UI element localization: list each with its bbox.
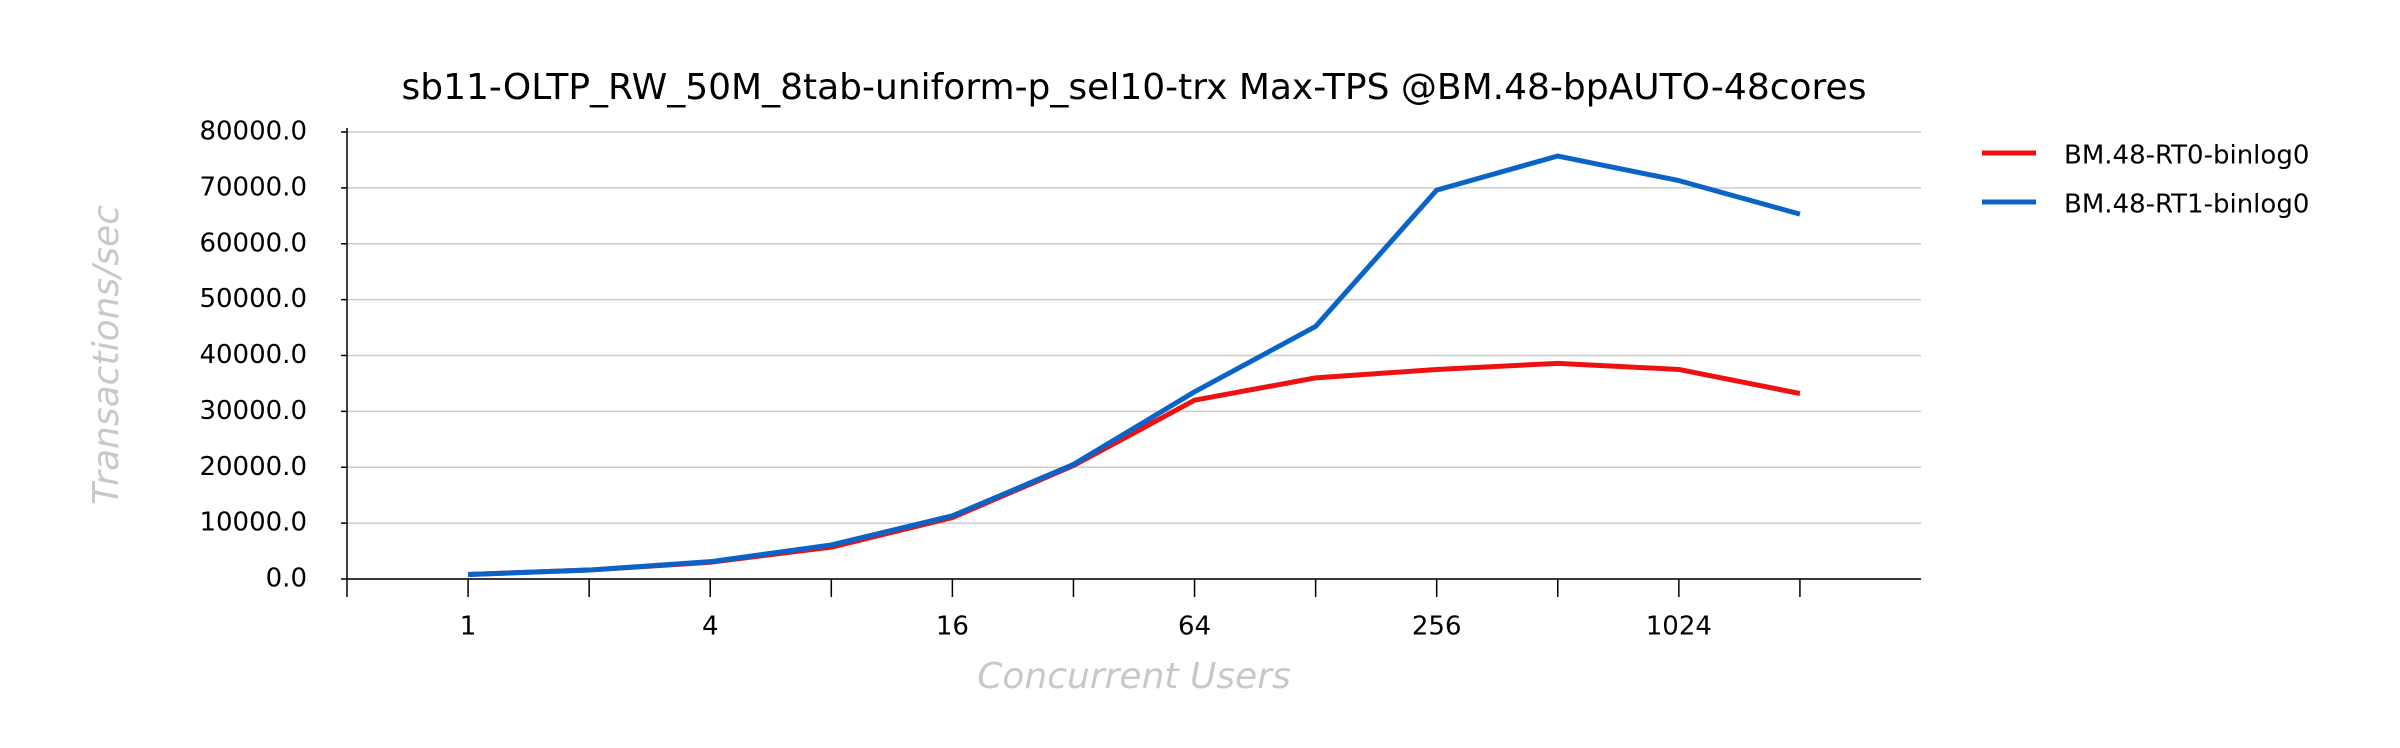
y-tick-label: 0.0 (266, 564, 307, 594)
y-tick-label: 50000.0 (199, 284, 307, 314)
legend-label: BM.48-RT0-binlog0 (2064, 141, 2309, 171)
y-tick-label: 70000.0 (199, 172, 307, 202)
x-tick-label: 1 (460, 612, 477, 642)
x-tick-label: 1024 (1646, 612, 1712, 642)
y-tick-label: 40000.0 (199, 340, 307, 370)
legend-label: BM.48-RT1-binlog0 (2064, 190, 2309, 220)
chart-title: sb11-OLTP_RW_50M_8tab-uniform-p_sel10-tr… (402, 67, 1867, 108)
y-tick-label: 20000.0 (199, 452, 307, 482)
x-tick-label: 64 (1178, 612, 1211, 642)
y-axis-label: Transactions/sec (86, 205, 127, 505)
x-tick-label: 4 (702, 612, 719, 642)
y-tick-label: 80000.0 (199, 117, 307, 147)
line (467, 153, 1801, 578)
line (467, 360, 1801, 578)
x-tick-label: 256 (1412, 612, 1462, 642)
x-axis-label: Concurrent Users (977, 656, 1291, 697)
x-tick-label: 16 (936, 612, 969, 642)
y-tick-label: 30000.0 (199, 396, 307, 426)
y-tick-label: 10000.0 (199, 508, 307, 538)
y-tick-label: 60000.0 (199, 228, 307, 258)
